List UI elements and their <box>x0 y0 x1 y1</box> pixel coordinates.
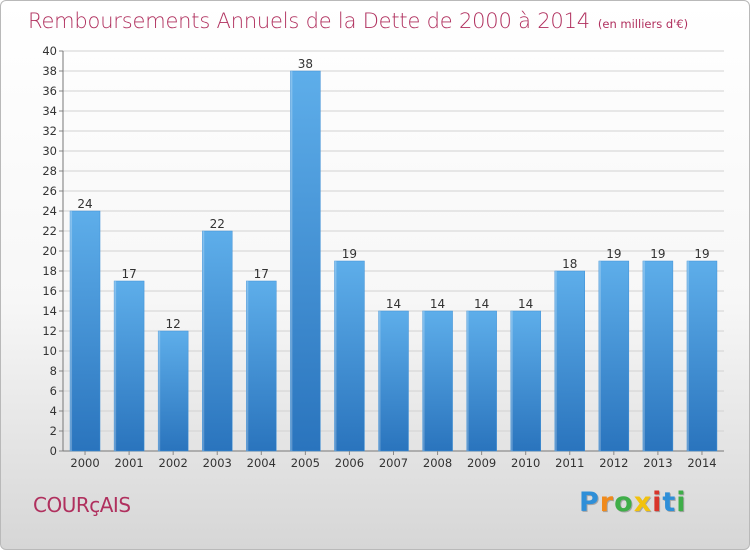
logo-letter: t <box>662 487 677 518</box>
data-label-2013: 19 <box>650 247 665 261</box>
x-tick-label-2014: 2014 <box>687 456 716 470</box>
x-tick-label-2011: 2011 <box>555 456 584 470</box>
y-tick-label: 26 <box>42 184 57 198</box>
data-label-2010: 14 <box>518 297 533 311</box>
bar-2011 <box>554 270 585 452</box>
data-label-2003: 22 <box>210 217 225 231</box>
bar-highlight <box>598 261 601 451</box>
x-tick-label-2000: 2000 <box>70 456 99 470</box>
bar-2012 <box>598 260 630 452</box>
bar-2014 <box>686 260 718 452</box>
data-label-2014: 19 <box>694 247 709 261</box>
y-tick-label: 4 <box>50 404 57 418</box>
bar-highlight <box>114 281 117 451</box>
y-tick-label: 8 <box>50 364 57 378</box>
y-tick-label: 38 <box>42 64 57 78</box>
bar-2010 <box>510 310 541 452</box>
y-tick-label: 18 <box>42 264 57 278</box>
y-tick-label: 40 <box>42 44 57 58</box>
x-tick-label-2004: 2004 <box>247 456 276 470</box>
y-tick-label: 12 <box>42 324 57 338</box>
logo-letter: o <box>614 487 634 518</box>
data-label-2007: 14 <box>386 297 401 311</box>
bar-2004 <box>246 280 277 452</box>
y-tick-label: 32 <box>42 124 57 138</box>
y-tick-label: 36 <box>42 84 57 98</box>
logo-letter: x <box>633 487 653 518</box>
bar-2009 <box>466 310 497 452</box>
y-tick-label: 10 <box>42 344 57 358</box>
bar-2003 <box>202 230 233 452</box>
bar-highlight <box>466 311 469 451</box>
logo-letter: P <box>579 487 600 518</box>
data-label-2011: 18 <box>562 257 577 271</box>
bar-2002 <box>157 330 189 452</box>
bar-highlight <box>202 231 205 451</box>
x-tick-label-2005: 2005 <box>291 456 320 470</box>
y-tick-label: 22 <box>42 224 57 238</box>
x-tick-label-2012: 2012 <box>599 456 628 470</box>
y-tick-label: 24 <box>42 204 57 218</box>
x-tick-label-2002: 2002 <box>159 456 188 470</box>
bar-highlight <box>158 331 161 451</box>
chart-title-block: Remboursements Annuels de la Dette de 20… <box>28 9 688 33</box>
x-tick-label-2009: 2009 <box>467 456 496 470</box>
bar-2007 <box>378 310 409 452</box>
logo-letter: i <box>652 487 663 518</box>
bar-2005 <box>290 70 321 452</box>
proxiti-logo: Proxiti <box>579 487 687 518</box>
y-tick-label: 28 <box>42 164 57 178</box>
chart-title: Remboursements Annuels de la Dette de 20… <box>28 9 590 33</box>
data-label-2006: 19 <box>342 247 357 261</box>
y-tick-label: 20 <box>42 244 57 258</box>
y-tick-label: 2 <box>50 424 57 438</box>
data-label-2005: 38 <box>298 57 313 71</box>
bar-highlight <box>70 211 73 451</box>
y-tick-label: 30 <box>42 144 57 158</box>
data-label-2008: 14 <box>430 297 445 311</box>
bar-highlight <box>290 71 293 451</box>
y-tick-label: 6 <box>50 384 57 398</box>
data-label-2000: 24 <box>77 197 92 211</box>
x-tick-label-2008: 2008 <box>423 456 452 470</box>
data-label-2002: 12 <box>166 317 181 331</box>
data-label-2001: 17 <box>121 267 136 281</box>
x-tick-label-2007: 2007 <box>379 456 408 470</box>
location-name: COURçAIS <box>33 493 131 517</box>
data-label-2012: 19 <box>606 247 621 261</box>
bar-highlight <box>422 311 425 451</box>
bar-2006 <box>334 260 365 452</box>
bar-highlight <box>334 261 337 451</box>
x-tick-label-2013: 2013 <box>643 456 672 470</box>
logo-letter: i <box>676 487 687 518</box>
y-tick-label: 0 <box>50 444 57 458</box>
bar-2013 <box>642 260 674 452</box>
x-tick-label-2006: 2006 <box>335 456 364 470</box>
x-tick-label-2003: 2003 <box>203 456 232 470</box>
y-tick-label: 16 <box>42 284 57 298</box>
bar-2000 <box>69 210 101 452</box>
bar-highlight <box>642 261 645 451</box>
bar-highlight <box>246 281 249 451</box>
logo-letter: r <box>599 487 615 518</box>
x-tick-label-2001: 2001 <box>114 456 143 470</box>
bar-highlight <box>510 311 513 451</box>
bar-highlight <box>554 271 557 451</box>
bar-2001 <box>113 280 145 452</box>
y-tick-label: 34 <box>42 104 57 118</box>
y-tick-label: 14 <box>42 304 57 318</box>
data-label-2009: 14 <box>474 297 489 311</box>
bar-highlight <box>378 311 381 451</box>
bar-highlight <box>686 261 689 451</box>
bar-2008 <box>422 310 453 452</box>
data-label-2004: 17 <box>254 267 269 281</box>
chart-unit-label: (en milliers d'€) <box>597 17 689 31</box>
x-tick-label-2010: 2010 <box>511 456 540 470</box>
